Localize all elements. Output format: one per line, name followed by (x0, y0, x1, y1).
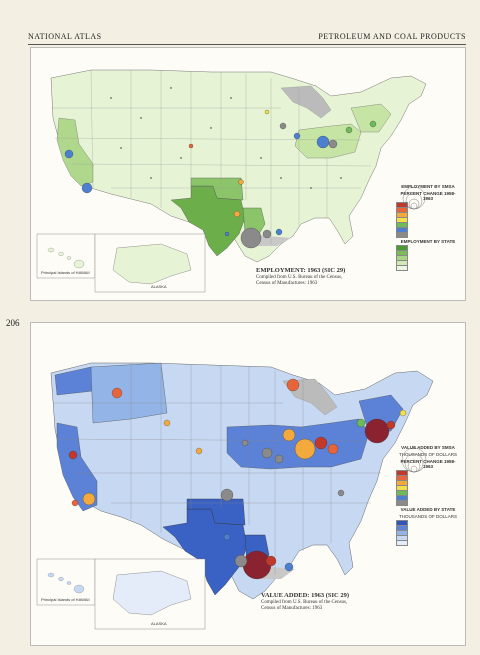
legend-swatch (396, 231, 460, 238)
state-louisiana (242, 207, 266, 235)
value-added-map (36, 362, 434, 630)
section-title: PETROLEUM AND COAL PRODUCTS (318, 32, 466, 41)
alaska-shape (112, 570, 192, 616)
smsa-circle (261, 447, 273, 459)
smsa-circle (163, 419, 171, 427)
employment-state-swatches (396, 244, 460, 271)
smsa-circle (264, 109, 270, 115)
legend-employment-smsa-title: EMPLOYMENT BY SMSA (401, 184, 455, 189)
smsa-circle (316, 135, 330, 149)
employment-caption-line-2: Census of Manufactures: 1963 (256, 281, 318, 286)
state-borders (51, 69, 372, 244)
legend-percent-change-title: PERCENT CHANGE 1958-1963 (400, 459, 456, 469)
alaska-label: ALASKA (151, 621, 167, 626)
smsa-circles (68, 378, 407, 580)
employment-caption-line-1: Compiled from U.S. Bureau of the Census, (256, 275, 343, 280)
legend-employment-state-title: EMPLOYMENT BY STATE (400, 239, 456, 244)
city-dots (110, 87, 342, 189)
percent-change-swatches (396, 201, 460, 238)
smsa-circle (224, 231, 230, 237)
region-northeast (350, 103, 392, 133)
smsa-circle (279, 122, 287, 130)
legend-swatch (396, 499, 460, 506)
employment-map-panel: Principal Islands of HAWAII ALASKA EMPLO… (30, 47, 466, 301)
smsa-size-legend (402, 186, 426, 210)
value-added-caption: VALUE ADDED: 1963 (SIC 29) Compiled from… (261, 592, 391, 612)
hawaii-inset (36, 233, 96, 279)
percent-change-swatches (396, 469, 460, 506)
smsa-circle (294, 438, 316, 460)
smsa-circle (337, 489, 345, 497)
value-state-swatches (396, 519, 460, 546)
smsa-circle (238, 179, 244, 185)
smsa-circle (64, 149, 74, 159)
smsa-circle (234, 554, 248, 568)
smsa-circle (293, 132, 301, 140)
smsa-circle (364, 418, 390, 444)
state-california (56, 422, 98, 512)
smsa-circle (399, 409, 407, 417)
smsa-circles (64, 109, 377, 249)
legend-value-smsa-title: VALUE ADDED BY SMSA (401, 445, 455, 450)
legend-percent-change-title: PERCENT CHANGE 1958-1963 (400, 191, 456, 201)
hawaii-inset (36, 558, 96, 606)
legend-value-state-title: VALUE ADDED BY STATE (400, 507, 456, 512)
smsa-circle (241, 439, 249, 447)
smsa-circle (242, 550, 272, 580)
value-added-title: VALUE ADDED: 1963 (SIC 29) (261, 592, 350, 599)
great-lakes (280, 85, 332, 119)
smsa-circle (233, 210, 241, 218)
smsa-circle (328, 139, 338, 149)
smsa-circle (274, 454, 284, 464)
legend-value-smsa-subtitle: THOUSANDS OF DOLLARS (398, 452, 457, 457)
value-added-legend: VALUE ADDED BY SMSA THOUSANDS OF DOLLARS… (396, 443, 460, 546)
employment-title: EMPLOYMENT: 1963 (SIC 29) (256, 267, 346, 274)
us-landmass (50, 69, 427, 263)
value-added-caption-line-2: Census of Manufactures: 1963 (261, 606, 323, 611)
alaska-label: ALASKA (151, 284, 167, 289)
employment-legend: EMPLOYMENT BY SMSA PERCENT CHANGE 1958-1… (396, 182, 460, 271)
smsa-circle (220, 488, 234, 502)
legend-swatch (396, 264, 460, 271)
smsa-circle (345, 126, 353, 134)
atlas-title: NATIONAL ATLAS (28, 32, 102, 41)
smsa-circle (284, 562, 294, 572)
smsa-circle (275, 228, 283, 236)
smsa-size-legend (401, 447, 427, 473)
smsa-circle (262, 229, 272, 239)
smsa-circle (369, 120, 377, 128)
smsa-circle (195, 447, 203, 455)
smsa-circle (68, 450, 78, 460)
region-mountain (90, 362, 168, 424)
legend-value-state-subtitle: THOUSANDS OF DOLLARS (398, 514, 457, 519)
hawaii-label: Principal Islands of HAWAII (41, 597, 90, 602)
smsa-circle (188, 143, 194, 149)
smsa-circle (265, 555, 277, 567)
employment-caption: EMPLOYMENT: 1963 (SIC 29) Compiled from … (256, 267, 386, 287)
smsa-circle (81, 182, 93, 194)
smsa-circle (240, 227, 262, 249)
smsa-circle (223, 533, 231, 541)
page-number: 206 (6, 318, 20, 328)
smsa-circle (82, 492, 96, 506)
smsa-circle (286, 378, 300, 392)
smsa-circle (111, 387, 123, 399)
alaska-shape (112, 243, 192, 285)
smsa-circle (356, 418, 366, 428)
state-oklahoma (186, 498, 246, 526)
value-added-caption-line-1: Compiled from U.S. Bureau of the Census, (261, 600, 348, 605)
smsa-circle (386, 420, 396, 430)
value-added-map-panel: Principal Islands of HAWAII ALASKA VALUE… (30, 322, 466, 646)
smsa-circle (314, 436, 328, 450)
smsa-circle (327, 443, 339, 455)
hawaii-label: Principal Islands of HAWAII (41, 270, 90, 275)
smsa-circle (71, 499, 79, 507)
state-borders (53, 363, 381, 575)
page-header: NATIONAL ATLAS PETROLEUM AND COAL PRODUC… (28, 30, 466, 45)
employment-map (36, 69, 427, 293)
smsa-circle (282, 428, 296, 442)
legend-swatch (396, 539, 460, 546)
